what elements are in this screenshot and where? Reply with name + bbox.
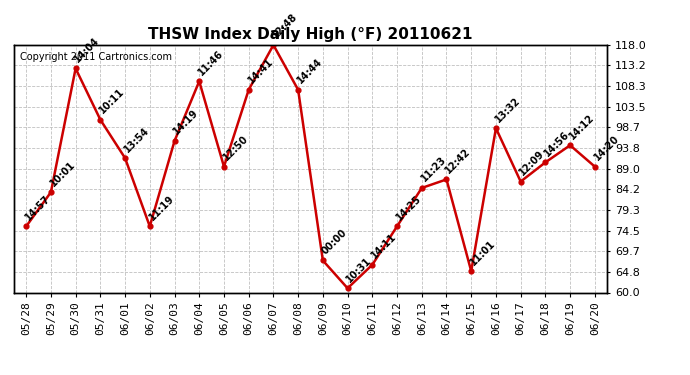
Text: Copyright 2011 Cartronics.com: Copyright 2011 Cartronics.com xyxy=(20,53,172,62)
Point xyxy=(441,176,452,182)
Point xyxy=(391,224,402,230)
Text: 11:01: 11:01 xyxy=(469,238,497,267)
Text: 14:12: 14:12 xyxy=(567,112,596,141)
Text: 14:44: 14:44 xyxy=(295,57,324,86)
Point xyxy=(293,87,304,93)
Text: 14:11: 14:11 xyxy=(369,232,398,261)
Point xyxy=(589,164,600,170)
Point xyxy=(144,224,155,230)
Point xyxy=(119,155,130,161)
Point xyxy=(540,159,551,165)
Point xyxy=(243,87,254,93)
Text: 00:00: 00:00 xyxy=(320,227,349,256)
Text: 10:31: 10:31 xyxy=(345,255,374,284)
Text: 14:25: 14:25 xyxy=(394,193,423,222)
Point xyxy=(21,224,32,230)
Point xyxy=(46,189,57,195)
Text: 14:56: 14:56 xyxy=(542,129,571,158)
Text: 12:42: 12:42 xyxy=(444,146,473,175)
Text: 11:19: 11:19 xyxy=(147,193,176,222)
Point xyxy=(169,138,180,144)
Point xyxy=(219,164,230,170)
Text: 13:54: 13:54 xyxy=(122,125,151,154)
Point xyxy=(194,78,205,84)
Title: THSW Index Daily High (°F) 20110621: THSW Index Daily High (°F) 20110621 xyxy=(148,27,473,42)
Text: 12:48: 12:48 xyxy=(270,12,299,41)
Point xyxy=(95,117,106,123)
Text: 14:57: 14:57 xyxy=(23,193,52,222)
Text: 12:09: 12:09 xyxy=(518,148,546,177)
Point xyxy=(367,262,378,268)
Text: 13:32: 13:32 xyxy=(493,95,522,124)
Text: 14:04: 14:04 xyxy=(72,35,101,64)
Text: 12:50: 12:50 xyxy=(221,134,250,162)
Point xyxy=(268,42,279,48)
Text: 14:19: 14:19 xyxy=(172,108,201,137)
Text: 10:11: 10:11 xyxy=(97,87,126,116)
Point xyxy=(416,185,427,191)
Point xyxy=(564,142,575,148)
Text: 11:23: 11:23 xyxy=(419,155,448,184)
Point xyxy=(317,258,328,264)
Text: 10:01: 10:01 xyxy=(48,159,77,188)
Point xyxy=(515,178,526,184)
Point xyxy=(466,268,477,274)
Point xyxy=(342,285,353,291)
Text: 11:46: 11:46 xyxy=(197,48,226,77)
Text: 14:41: 14:41 xyxy=(246,57,275,86)
Point xyxy=(70,66,81,72)
Text: 14:20: 14:20 xyxy=(592,134,621,162)
Point xyxy=(491,125,502,131)
